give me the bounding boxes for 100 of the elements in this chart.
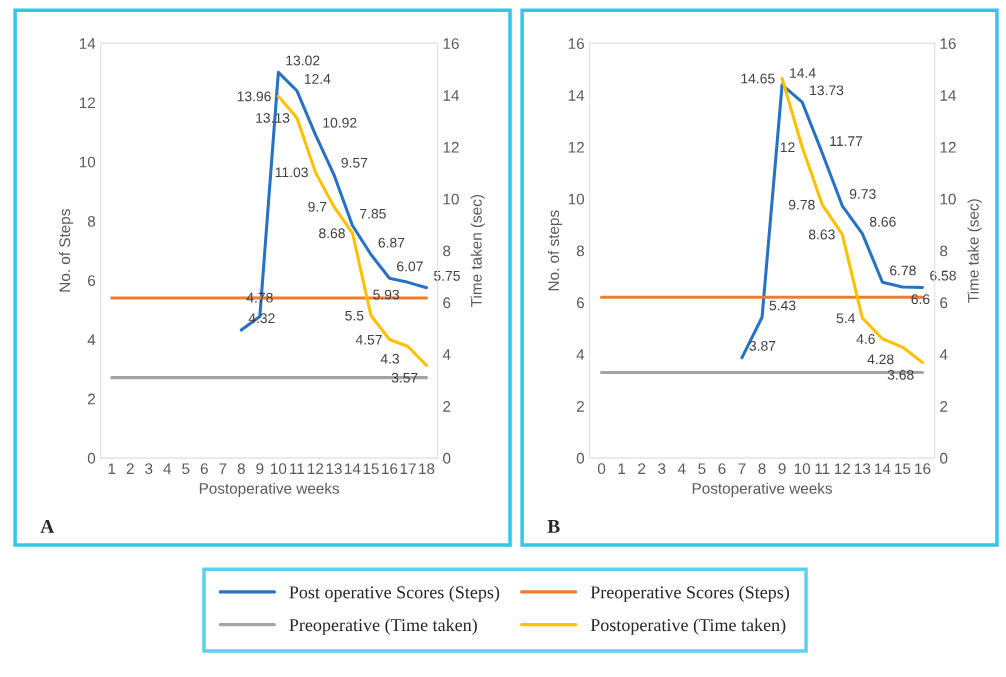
data-label: 8.66 bbox=[869, 216, 896, 227]
y-tick-label: 10 bbox=[79, 156, 96, 168]
x-tick-label: 15 bbox=[363, 463, 379, 475]
data-label: 3.68 bbox=[887, 369, 914, 380]
x-tick-label: 9 bbox=[256, 463, 264, 475]
text: A bbox=[40, 519, 55, 533]
x-tick-label: 8 bbox=[758, 463, 766, 475]
data-label: 6.78 bbox=[890, 265, 916, 276]
x-axis-title: Postoperative weeks bbox=[692, 482, 832, 497]
x-tick-label: 1 bbox=[108, 463, 116, 474]
x-tick-label: 4 bbox=[677, 463, 686, 474]
x-tick-label: 5 bbox=[182, 463, 190, 475]
y-tick-label: 16 bbox=[568, 38, 584, 50]
y-tick-label: 14 bbox=[79, 38, 96, 49]
y2-tick-label: 12 bbox=[940, 141, 956, 153]
x-tick-label: 12 bbox=[834, 463, 851, 474]
x-tick-label: 6 bbox=[718, 463, 726, 475]
y2-tick-label: 2 bbox=[940, 401, 948, 412]
data-label: 4.78 bbox=[246, 292, 273, 303]
y2-tick-label: 6 bbox=[940, 297, 948, 309]
x-tick-label: 7 bbox=[219, 463, 227, 474]
y2-tick-label: 4 bbox=[442, 349, 451, 360]
data-label: 3.87 bbox=[749, 340, 776, 351]
y-tick-label: 6 bbox=[88, 275, 96, 286]
y2-tick-label: 16 bbox=[940, 38, 956, 50]
x-tick-label: 0 bbox=[597, 463, 606, 475]
data-label: 14.65 bbox=[741, 73, 775, 84]
legend-label: Postoperative (Time taken) bbox=[590, 618, 786, 635]
data-label: 11.03 bbox=[275, 167, 308, 178]
x-tick-label: 10 bbox=[271, 463, 287, 475]
data-label: 13.02 bbox=[286, 55, 320, 66]
y2-tick-label: 0 bbox=[443, 452, 451, 464]
y2-tick-label: 10 bbox=[443, 193, 459, 205]
y2-tick-label: 16 bbox=[443, 38, 459, 50]
x-tick-label: 11 bbox=[815, 463, 830, 474]
x-tick-label: 14 bbox=[875, 463, 891, 474]
data-label: 9.7 bbox=[308, 201, 327, 212]
y-tick-label: 12 bbox=[568, 141, 584, 153]
data-label: 5.4 bbox=[836, 313, 855, 324]
y2-tick-label: 8 bbox=[443, 245, 451, 257]
y2-tick-label: 10 bbox=[940, 193, 956, 205]
x-tick-label: 3 bbox=[145, 463, 153, 475]
data-label: 3.57 bbox=[391, 372, 418, 383]
x-tick-label: 1 bbox=[618, 463, 626, 474]
x-tick-label: 16 bbox=[915, 463, 931, 475]
y-tick-label: 14 bbox=[568, 90, 585, 101]
y-tick-label: 4 bbox=[576, 349, 585, 360]
y-tick-label: 4 bbox=[87, 334, 96, 346]
y2-tick-label: 12 bbox=[443, 141, 459, 153]
x-tick-label: 15 bbox=[895, 463, 911, 475]
x-tick-label: 14 bbox=[345, 463, 361, 474]
x-tick-label: 13 bbox=[326, 463, 342, 475]
x-tick-label: 8 bbox=[237, 463, 245, 475]
y-tick-label: 12 bbox=[79, 97, 95, 109]
data-label: 8.63 bbox=[808, 229, 835, 240]
y2-axis-title: Time take (sec) bbox=[967, 199, 982, 303]
x-tick-label: 16 bbox=[382, 463, 398, 475]
data-label: 6.07 bbox=[397, 261, 423, 272]
y-axis-title: No. of Steps bbox=[58, 209, 74, 292]
y-tick-label: 2 bbox=[576, 401, 584, 412]
data-label: 4.57 bbox=[355, 334, 382, 345]
data-label: 8.68 bbox=[319, 228, 345, 239]
x-tick-label: 2 bbox=[126, 463, 134, 474]
x-axis-title: Postoperative weeks bbox=[199, 482, 340, 497]
y-tick-label: 0 bbox=[87, 452, 96, 464]
data-label: 5.43 bbox=[769, 300, 796, 311]
line-series bbox=[239, 70, 429, 332]
y-tick-label: 2 bbox=[88, 393, 95, 405]
x-tick-label: 2 bbox=[638, 463, 646, 474]
x-tick-label: 6 bbox=[200, 463, 208, 475]
data-label: 13.96 bbox=[237, 91, 271, 102]
y2-tick-label: 14 bbox=[940, 90, 956, 101]
data-label: 12 bbox=[780, 142, 795, 152]
legend-label: Preoperative Scores (Steps) bbox=[590, 585, 789, 603]
data-label: 7.85 bbox=[360, 208, 386, 219]
y2-tick-label: 4 bbox=[939, 349, 948, 360]
data-label: 4.28 bbox=[867, 354, 894, 365]
y-tick-label: 8 bbox=[87, 215, 96, 227]
x-tick-label: 13 bbox=[855, 463, 871, 475]
text: B bbox=[547, 519, 560, 533]
y-tick-label: 0 bbox=[576, 452, 585, 464]
data-label: 11.77 bbox=[830, 136, 863, 146]
data-label: 10.92 bbox=[323, 117, 357, 128]
data-label: 9.73 bbox=[849, 189, 876, 199]
y-tick-label: 6 bbox=[576, 297, 584, 309]
x-tick-label: 17 bbox=[400, 463, 416, 474]
data-label: 4.3 bbox=[380, 353, 400, 364]
y2-tick-label: 8 bbox=[940, 245, 948, 257]
y-tick-label: 8 bbox=[576, 245, 584, 257]
x-tick-label: 10 bbox=[794, 463, 811, 475]
y2-tick-label: 14 bbox=[443, 90, 460, 101]
data-label: 4.6 bbox=[856, 334, 875, 344]
y2-axis-title: Time taken (sec) bbox=[470, 195, 485, 307]
y2-tick-label: 0 bbox=[940, 452, 948, 464]
y-axis-title: No. of steps bbox=[547, 210, 563, 291]
x-tick-label: 5 bbox=[698, 463, 706, 475]
data-label: 5.75 bbox=[434, 271, 460, 281]
x-tick-label: 4 bbox=[163, 463, 172, 474]
data-label: 6.58 bbox=[930, 270, 956, 281]
y2-tick-label: 2 bbox=[443, 401, 451, 412]
